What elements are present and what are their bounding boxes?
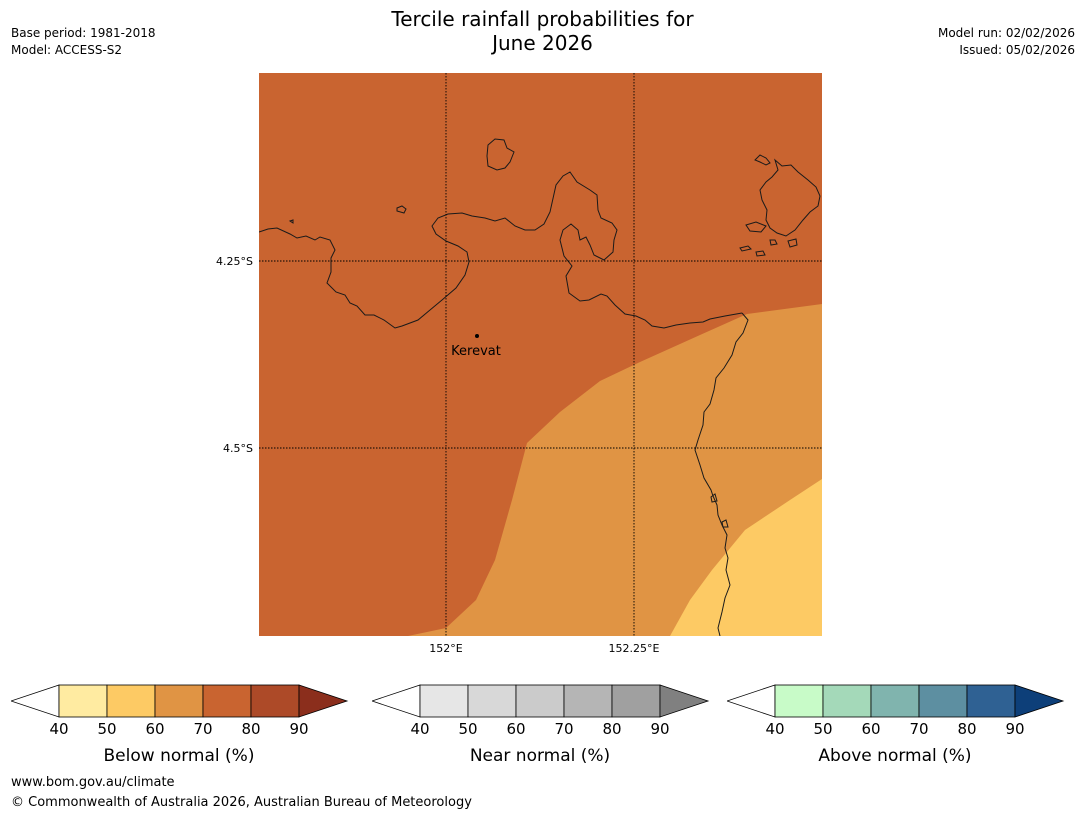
map-title-line1: Tercile rainfall probabilities for [391,7,694,31]
legend-colorbar-3: 40 50 60 70 80 90 Above normal (%) [727,684,1065,766]
legend-tick-label: 80 [957,720,976,738]
map-title-line2: June 2026 [492,31,593,55]
lon-label-152-25: 152.25°E [609,642,660,655]
region-60-70-below [408,304,822,636]
legend-tick-label: 50 [813,720,832,738]
legend-tick-label: 40 [49,720,68,738]
region-50-60-below [670,479,822,636]
legend-segment [58,684,108,718]
legend-tick-label: 50 [458,720,477,738]
legend-segment [250,684,300,718]
legend-segment [966,684,1016,718]
legend-tick-label: 80 [241,720,260,738]
lat-label-4-5: 4.5°S [223,442,253,455]
legend-tick-label: 50 [97,720,116,738]
legend-segment [611,684,661,718]
legend-title: Near normal (%) [470,746,610,766]
legend-tick-label: 80 [602,720,621,738]
legend-segment [202,684,252,718]
legend-over-triangle [298,684,349,718]
legend-segment [918,684,968,718]
legend-tick-label: 40 [765,720,784,738]
legend-segment [106,684,156,718]
legend-under-triangle [727,684,776,718]
legend-tick-label: 90 [1005,720,1024,738]
model-run-text: Model run: 02/02/2026 [937,26,1075,40]
legend-segment [467,684,517,718]
lat-label-4-25: 4.25°S [216,255,253,268]
legend-tick-label: 60 [145,720,164,738]
legend-segment [774,684,824,718]
coastline [259,138,821,636]
town-marker [475,334,479,338]
rainfall-map: 4.25°S 4.5°S 152°E 152.25°E Kerevat [216,73,822,655]
legend-segment [419,684,469,718]
legend-tick-label: 70 [909,720,928,738]
legend-tick-label: 90 [650,720,669,738]
legend-segment [154,684,204,718]
legend-tick-label: 70 [193,720,212,738]
legend-tick-label: 90 [289,720,308,738]
legend-colorbar-1: 40 50 60 70 80 90 Below normal (%) [11,684,349,766]
legend-under-triangle [11,684,60,718]
model-text: Model: ACCESS-S2 [11,43,123,57]
legend-segment [822,684,872,718]
legend-tick-label: 60 [506,720,525,738]
legend-title: Below normal (%) [104,746,255,766]
footer-copyright: © Commonwealth of Australia 2026, Austra… [11,795,472,810]
issued-text: Issued: 05/02/2026 [959,43,1075,57]
legend-segment [515,684,565,718]
lon-label-152: 152°E [429,642,462,655]
legend-tick-label: 40 [410,720,429,738]
legend-tick-label: 60 [861,720,880,738]
legend-segment [870,684,920,718]
legend-tick-label: 70 [554,720,573,738]
footer-url: www.bom.gov.au/climate [11,775,175,790]
legend-segment [563,684,613,718]
legend-title: Above normal (%) [818,746,971,766]
legend-under-triangle [372,684,421,718]
graticule [259,73,822,636]
legend-over-triangle [659,684,710,718]
town-label: Kerevat [451,344,501,359]
base-period-text: Base period: 1981-2018 [11,26,156,40]
legend-over-triangle [1014,684,1065,718]
legend-colorbar-2: 40 50 60 70 80 90 Near normal (%) [372,684,710,766]
